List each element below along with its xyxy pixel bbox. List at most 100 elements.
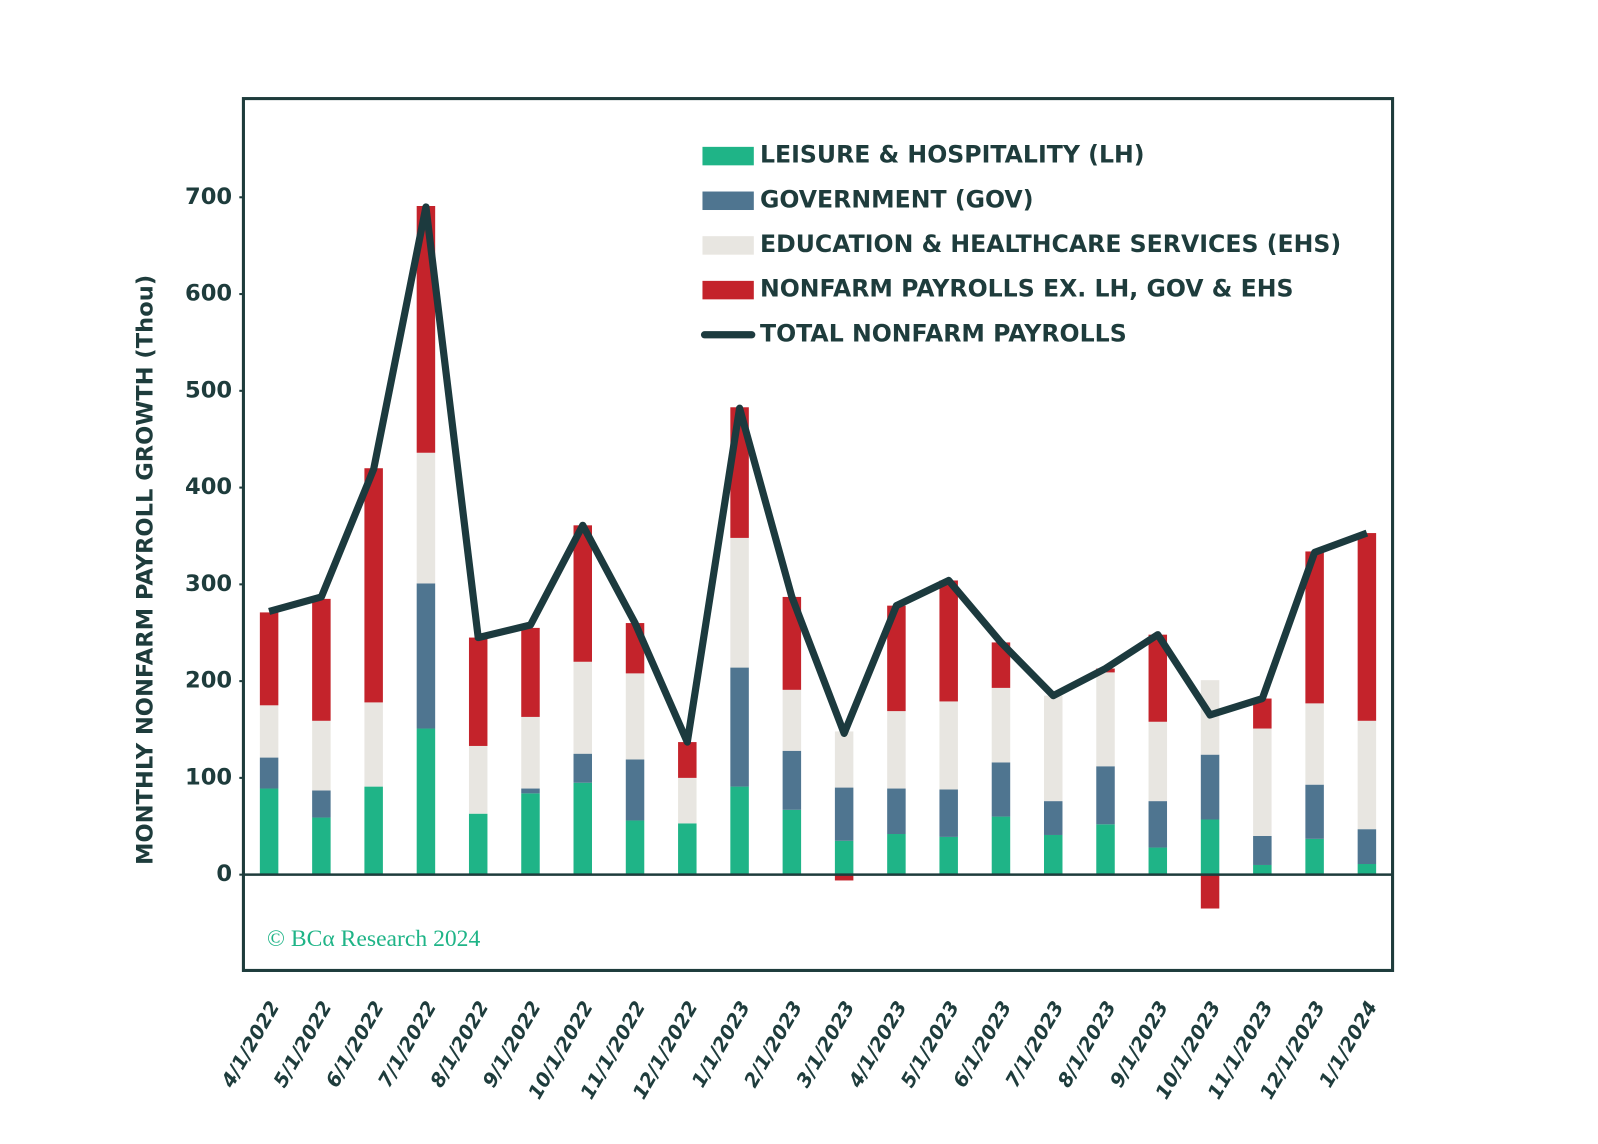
bar-segment [468,813,488,875]
y-tick-label: 400 [185,474,232,500]
watermark: © BCα Research 2024 [267,926,480,952]
bar-segment [573,782,593,875]
bar-segment [1043,695,1063,802]
y-tick-label: 600 [185,281,232,307]
bar-segment [678,777,697,824]
bar-segment [782,809,802,875]
bar-segment [468,745,488,814]
bar-segment [1043,834,1063,875]
bar-segment [678,742,697,778]
bar-segment [939,701,958,790]
bar-segment [312,790,331,818]
bar-segment [1043,801,1063,835]
bar-segment [730,667,749,787]
bar-segment [939,836,958,875]
bar-segment [312,598,331,721]
bar-segment [834,874,854,881]
bar-segment [834,731,854,788]
bar-segment [678,823,697,875]
bar-segment [625,820,645,875]
bar-segment [1096,824,1115,875]
bar-segment [364,702,383,787]
bar-segment [887,788,906,835]
bar-segment [1200,874,1220,909]
bar-segment [573,661,593,754]
legend-label: GOVERNMENT (GOV) [760,185,1034,213]
bar-segment [1357,533,1377,721]
bar-segment [1357,720,1377,830]
bar-segment [730,537,749,668]
bar-segment [1305,703,1324,785]
y-tick-label: 100 [185,764,232,790]
legend-swatch [702,236,754,255]
bar-segment [991,762,1011,817]
bar-segment [991,642,1011,688]
bar-segment [1096,672,1115,767]
legend-swatch [702,280,754,300]
bar-segment [887,711,906,789]
legend-label: LEISURE & HOSPITALITY (LH) [760,141,1145,169]
bar-segment [468,637,488,746]
y-tick-label: 300 [185,571,232,597]
legend-label: TOTAL NONFARM PAYROLLS [760,319,1127,347]
bar-segment [939,580,958,702]
bar-segment [887,605,906,712]
bar-segment [521,788,540,794]
bar-segment [416,728,436,875]
bar-segment [573,525,593,662]
plot-frame [241,97,1395,972]
bar-segment [991,687,1011,763]
bar-segment [1148,721,1168,802]
bar-segment [782,750,802,810]
bar-segment [259,612,279,706]
bar-segment [1305,784,1324,839]
bar-segment [1200,754,1220,820]
bar-segment [416,452,436,584]
bar-segment [625,673,645,760]
legend-swatch [702,191,754,211]
bar-segment [573,753,593,783]
y-axis-title: MONTHLY NONFARM PAYROLL GROWTH (Thou) [132,275,158,865]
bar-segment [991,816,1011,875]
bar-segment [1253,864,1272,875]
y-tick-label: 500 [185,377,232,403]
bar-segment [1096,766,1115,825]
bar-segment [834,840,854,875]
total-line [268,203,1369,746]
bar-segment [259,705,279,758]
y-tick-label: 200 [185,668,232,694]
bar-segment [939,789,958,837]
bar-segment [312,720,331,791]
bar-segment [730,786,749,875]
y-tick-label: 0 [216,861,232,887]
bar-segment [1253,698,1272,729]
bar-segment [1200,819,1220,875]
bar-segment [782,689,802,751]
bar-segment [1357,829,1377,865]
bar-segment [312,817,331,875]
bar-segment [1357,864,1377,875]
bar-segment [364,786,383,875]
bar-segment [521,716,540,789]
bar-segment [364,468,383,703]
bar-segment [1253,728,1272,836]
bar-segment [1305,838,1324,875]
bar-segment [521,627,540,717]
bar-segment [834,787,854,841]
bar-segment [259,757,279,789]
bar-segment [887,834,906,875]
y-tick-label: 700 [185,184,232,210]
bar-segment [1148,634,1168,722]
bar-segment [625,759,645,821]
bar-segment [521,793,540,875]
bar-segment [1148,801,1168,848]
legend-label: NONFARM PAYROLLS EX. LH, GOV & EHS [760,275,1294,303]
legend-label: EDUCATION & HEALTHCARE SERVICES (EHS) [760,230,1341,258]
bar-segment [1305,551,1324,704]
bar-segment [259,788,279,875]
bar-segment [1148,847,1168,875]
bar-segment [782,596,802,690]
bar-segment [416,583,436,729]
